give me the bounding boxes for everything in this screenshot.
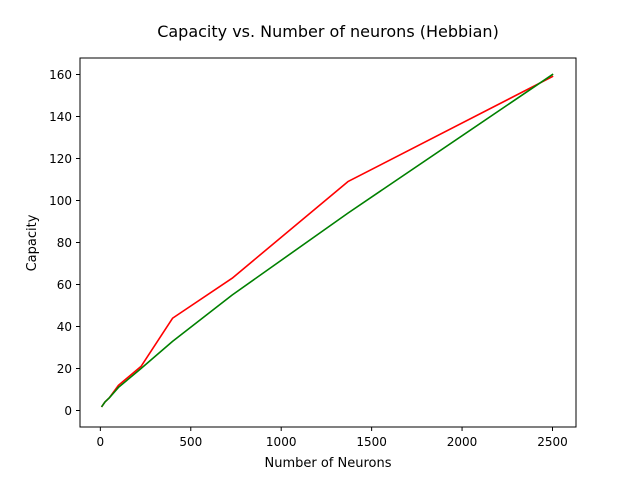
y-tick-label: 100 — [49, 194, 72, 208]
plot-frame — [79, 57, 577, 428]
x-axis: 0 500 1000 1500 2000 2500 — [97, 427, 568, 449]
y-tick-label: 120 — [49, 152, 72, 166]
y-tick-label: 60 — [57, 278, 72, 292]
x-tick-label: 2000 — [447, 435, 478, 449]
x-tick-label: 1500 — [356, 435, 387, 449]
y-tick-label: 80 — [57, 236, 72, 250]
series-line-2 — [100, 73, 554, 408]
x-tick-label: 1000 — [266, 435, 297, 449]
y-axis: 0 20 40 60 80 100 120 140 160 — [49, 68, 80, 418]
series-layer — [100, 73, 554, 408]
y-tick-label: 40 — [57, 320, 72, 334]
y-tick-label: 20 — [57, 362, 72, 376]
y-tick-label: 160 — [49, 68, 72, 82]
x-axis-label: Number of Neurons — [264, 456, 391, 471]
y-tick-label: 140 — [49, 110, 72, 124]
y-tick-label: 0 — [64, 404, 72, 418]
x-tick-label: 0 — [97, 435, 105, 449]
x-tick-label: 500 — [179, 435, 202, 449]
x-tick-label: 2500 — [537, 435, 568, 449]
y-axis-label: Capacity — [25, 214, 40, 271]
chart-title: Capacity vs. Number of neurons (Hebbian) — [157, 22, 499, 41]
